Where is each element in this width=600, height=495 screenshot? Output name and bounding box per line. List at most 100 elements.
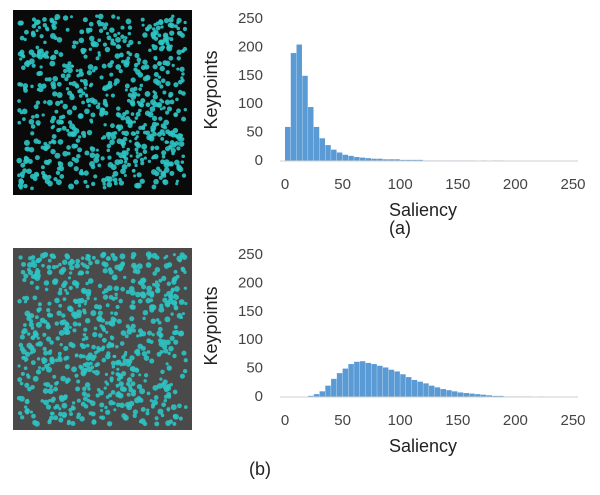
keypoint-dot	[80, 370, 87, 377]
keypoint-dot	[90, 164, 96, 170]
bar	[336, 373, 343, 397]
y-tick-label: 50	[246, 124, 263, 141]
keypoint-dot	[157, 320, 162, 325]
keypoint-dot	[90, 310, 97, 317]
keypoint-dot	[161, 154, 166, 159]
keypoint-dot	[47, 301, 52, 306]
keypoint-dot	[106, 148, 111, 153]
keypoint-dot	[95, 393, 100, 398]
bar	[377, 365, 383, 397]
keypoint-dot	[20, 174, 25, 179]
keypoint-dot	[61, 402, 68, 409]
keypoint-dot	[54, 152, 61, 159]
keypoint-dot	[35, 285, 40, 290]
keypoint-dot	[30, 124, 36, 129]
x-tick-label: 100	[388, 412, 413, 429]
keypoint-dot	[105, 93, 109, 97]
keypoint-dot	[129, 366, 135, 372]
keypoint-dot	[148, 48, 152, 53]
keypoint-dot	[68, 325, 72, 329]
keypoint-dot	[33, 104, 39, 110]
keypoint-dot	[162, 106, 166, 110]
keypoint-dot	[109, 72, 114, 77]
keypoint-dot	[67, 260, 74, 266]
keypoint-dot	[97, 22, 102, 27]
keypoint-dot	[49, 340, 54, 345]
bar	[377, 158, 383, 161]
keypoint-dot	[152, 44, 158, 51]
keypoint-dot	[30, 255, 36, 260]
keypoint-dot	[180, 267, 186, 273]
keypoint-dot	[102, 294, 109, 300]
keypoint-dot	[142, 59, 148, 65]
keypoint-dot	[167, 131, 174, 137]
keypoint-dot	[139, 291, 146, 298]
keypoint-dot	[105, 395, 110, 399]
keypoint-dot	[40, 252, 46, 259]
keypoint-dot	[176, 255, 183, 262]
keypoint-dot	[112, 177, 118, 183]
keypoint-dot	[117, 31, 121, 35]
keypoint-dot	[97, 310, 103, 316]
keypoint-dot	[151, 154, 157, 160]
keypoint-dot	[52, 91, 58, 97]
keypoint-dot	[165, 70, 170, 75]
keypoint-dot	[142, 316, 146, 321]
keypoint-dot	[62, 63, 67, 68]
keypoint-dot	[184, 301, 188, 306]
keypoint-dot	[43, 319, 48, 324]
keypoint-dot	[168, 55, 174, 61]
keypoint-dot	[110, 123, 115, 129]
keypoint-dot	[57, 290, 63, 296]
keypoint-dot	[137, 298, 143, 304]
keypoint-dot	[116, 16, 120, 20]
keypoint-dot	[132, 158, 138, 164]
keypoint-dot	[163, 398, 168, 403]
keypoint-dot	[20, 162, 26, 168]
keypoint-dot	[99, 111, 105, 117]
keypoint-dot	[160, 25, 164, 29]
keypoint-dot	[49, 55, 55, 61]
keypoint-dot	[160, 159, 165, 165]
keypoint-dot	[122, 112, 127, 117]
keypoint-dot	[130, 381, 136, 387]
keypoint-dot	[133, 174, 137, 178]
bar	[480, 394, 487, 397]
keypoint-dot	[37, 302, 42, 307]
keypoint-dot	[138, 87, 142, 91]
keypoint-dot	[153, 178, 159, 185]
keypoint-dot	[35, 257, 41, 264]
keypoint-dot	[124, 83, 130, 89]
keypoint-dot	[135, 111, 141, 117]
keypoint-dot	[120, 115, 126, 121]
keypoint-dot	[104, 380, 108, 384]
keypoint-dot	[136, 334, 140, 338]
keypoint-dot	[93, 174, 98, 179]
keypoint-dot	[180, 137, 185, 141]
keypoint-dot	[74, 262, 81, 269]
keypoint-dot	[83, 179, 88, 184]
keypoint-dot	[111, 174, 115, 178]
bar	[331, 149, 337, 161]
keypoint-dot	[127, 92, 133, 98]
keypoint-dot	[70, 64, 74, 68]
keypoint-dot	[43, 280, 50, 286]
keypoint-dot	[41, 170, 46, 176]
keypoint-dot	[37, 48, 42, 54]
keypoint-dot	[22, 168, 28, 174]
keypoint-dot	[17, 120, 22, 125]
keypoint-dot	[182, 26, 188, 32]
keypoint-dot	[68, 81, 73, 86]
keypoint-dot	[160, 136, 165, 141]
keypoint-dot	[127, 119, 133, 125]
keypoint-dot	[141, 351, 148, 357]
keypoint-dot	[181, 312, 186, 316]
keypoint-dot	[46, 308, 51, 313]
bar	[382, 159, 389, 161]
keypoint-dot	[119, 52, 124, 58]
keypoint-dot	[180, 33, 185, 38]
keypoint-dot	[35, 321, 42, 328]
keypoint-dot	[137, 41, 141, 45]
keypoint-dot	[168, 345, 174, 352]
keypoint-dot	[183, 20, 187, 25]
